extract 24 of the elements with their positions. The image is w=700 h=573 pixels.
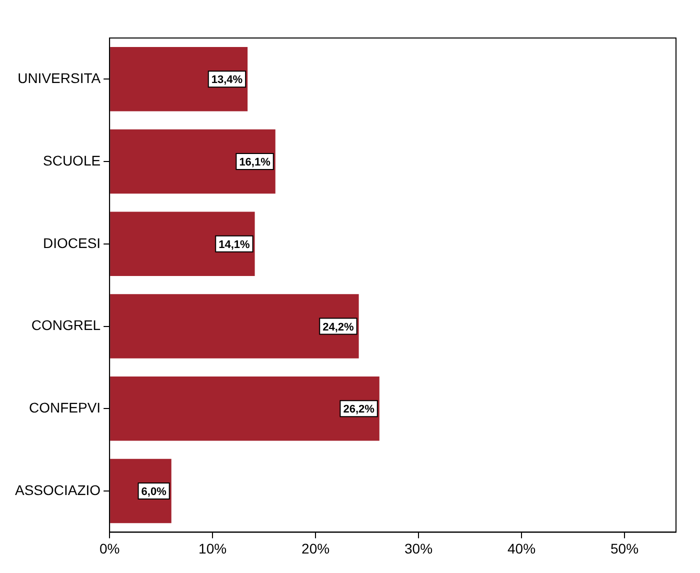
data-label: 6,0% xyxy=(141,486,167,498)
y-tick-label: ASSOCIAZIO xyxy=(14,482,101,498)
data-label: 24,2% xyxy=(322,321,354,334)
y-tick-label: SCUOLE xyxy=(42,152,101,168)
x-tick-label: 20% xyxy=(302,540,330,556)
bar xyxy=(110,47,248,112)
data-label: 26,2% xyxy=(343,404,375,416)
data-label: 14,1% xyxy=(218,238,250,251)
x-tick-label: 30% xyxy=(404,540,433,556)
y-tick-label: UNIVERSITA xyxy=(18,70,102,86)
y-tick-label: DIOCESI xyxy=(42,234,101,251)
x-tick-label: 40% xyxy=(508,540,536,556)
y-tick-label: CONGREL xyxy=(31,317,101,334)
bar xyxy=(110,376,380,441)
x-tick-label: 0% xyxy=(99,540,120,556)
bar xyxy=(110,458,172,524)
bar xyxy=(110,294,359,358)
bar xyxy=(110,212,255,276)
y-tick-label: CONFEPVI xyxy=(28,400,101,416)
x-tick-label: 10% xyxy=(198,540,227,556)
data-label: 16,1% xyxy=(239,156,271,169)
bar xyxy=(110,129,276,194)
x-tick-label: 50% xyxy=(610,540,639,556)
data-label: 13,4% xyxy=(211,74,243,86)
